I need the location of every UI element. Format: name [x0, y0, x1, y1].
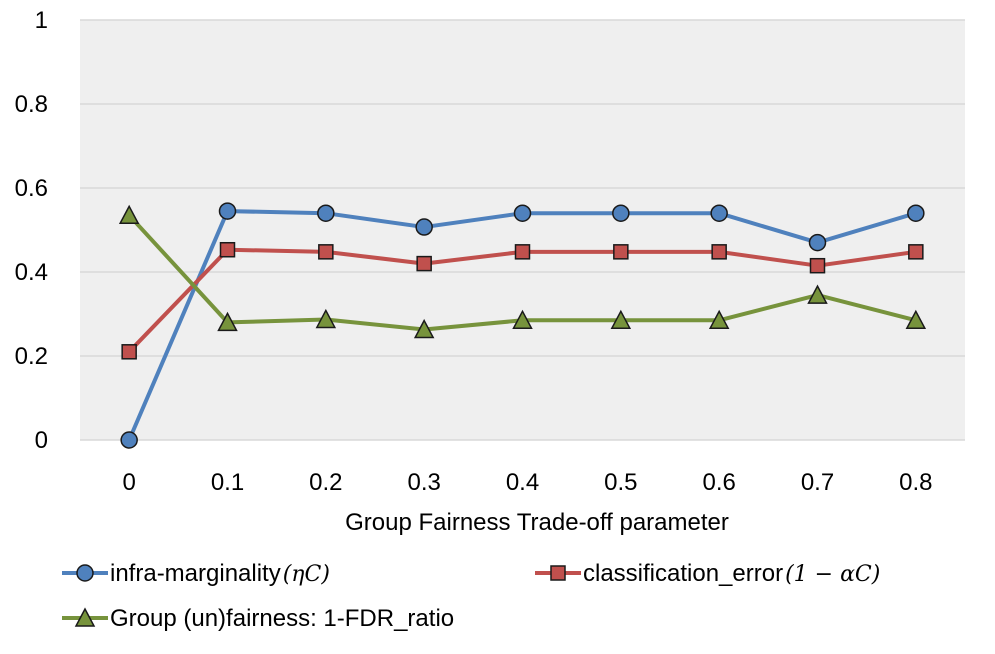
series-circle — [120, 202, 925, 449]
data-point-circle — [513, 204, 532, 222]
legend-entry: classification_error (1 − αC) — [535, 560, 880, 587]
x-tick-label: 0.4 — [506, 469, 539, 496]
data-point-circle — [808, 233, 827, 252]
y-tick-label: 0.6 — [15, 175, 48, 202]
data-point-square — [711, 244, 727, 260]
data-point-circle — [317, 204, 335, 222]
x-axis-title: Group Fairness Trade-off parameter — [345, 509, 729, 536]
data-point-circle — [76, 564, 94, 582]
y-tick-label: 0.2 — [15, 343, 48, 370]
data-point-triangle — [610, 309, 632, 330]
legend-label: classification_error — [583, 560, 783, 587]
data-point-triangle — [74, 607, 96, 627]
data-point-square — [121, 344, 137, 360]
data-point-square — [613, 244, 629, 260]
y-tick-label: 0.8 — [15, 91, 48, 118]
x-tick-label: 0.7 — [801, 469, 834, 496]
y-tick-label: 0 — [35, 427, 48, 454]
x-tick-label: 0.2 — [309, 469, 342, 496]
data-point-circle — [218, 202, 237, 220]
x-tick-label: 0.1 — [211, 469, 244, 496]
series-triangle — [118, 204, 927, 339]
data-point-triangle — [315, 308, 337, 329]
legend-math-label: (1 − αC) — [785, 562, 880, 587]
data-point-triangle — [217, 311, 238, 332]
legend-math-label: (ηC) — [283, 562, 330, 587]
data-point-triangle — [807, 284, 828, 304]
data-point-circle — [612, 204, 630, 222]
data-point-triangle — [413, 318, 435, 339]
data-point-circle — [415, 218, 433, 236]
data-point-triangle — [708, 309, 730, 330]
plot-area — [80, 20, 965, 440]
series-square — [121, 241, 924, 360]
data-point-square — [219, 241, 236, 258]
data-point-triangle — [118, 204, 140, 225]
data-point-square — [514, 244, 531, 260]
data-point-triangle — [905, 309, 927, 330]
data-point-square — [416, 255, 432, 272]
x-tick-label: 0 — [122, 469, 135, 496]
x-tick-label: 0.8 — [899, 469, 932, 496]
x-tick-label: 0.3 — [407, 469, 440, 496]
legend-entry: Group (un)fairness: 1-FDR_ratio — [62, 605, 454, 632]
data-point-circle — [907, 204, 925, 222]
y-tick-label: 0.4 — [15, 259, 48, 286]
data-point-square — [809, 257, 826, 274]
data-point-square — [550, 565, 566, 581]
data-point-circle — [120, 431, 138, 449]
x-axis-ticks: 0 0.1 0.2 0.3 0.4 0.5 0.6 0.7 0.8 — [122, 469, 932, 496]
x-tick-label: 0.6 — [702, 469, 735, 496]
legend-entry: infra-marginality (ηC) — [62, 560, 330, 587]
series-layer — [118, 202, 927, 449]
legend-label: Group (un)fairness: 1-FDR_ratio — [110, 605, 454, 632]
data-point-square — [908, 244, 924, 260]
gridlines — [80, 19, 965, 441]
y-tick-label: 1 — [35, 7, 48, 34]
legend: infra-marginality (ηC) classification_erro… — [62, 560, 880, 632]
y-axis-ticks: 0 0.2 0.4 0.6 0.8 1 — [15, 7, 48, 454]
legend-label: infra-marginality — [110, 560, 281, 587]
data-point-triangle — [512, 309, 533, 330]
data-point-square — [318, 244, 334, 260]
data-point-circle — [710, 204, 728, 222]
x-tick-label: 0.5 — [604, 469, 637, 496]
